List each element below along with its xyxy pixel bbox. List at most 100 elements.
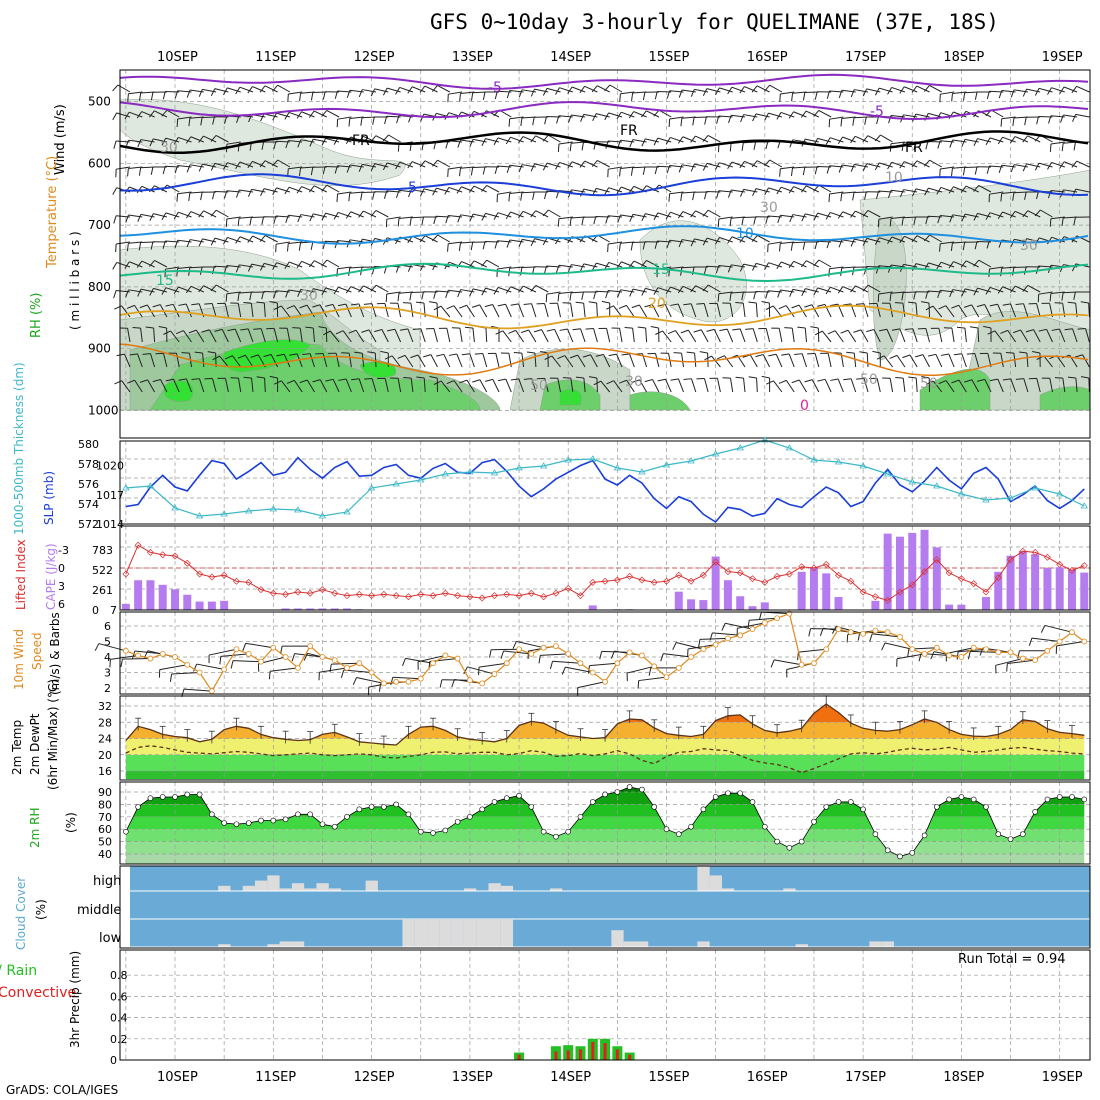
wind-barb-flag	[938, 305, 947, 310]
wind-barb-shaft	[1002, 211, 1016, 218]
wind-barb-flag	[222, 162, 228, 170]
wind-barb-flag	[678, 239, 683, 248]
wind-barb-shaft	[791, 328, 795, 343]
wind-barb-shaft	[1026, 352, 1029, 368]
lifted-index-point	[282, 590, 290, 598]
wind-barb-flag	[482, 241, 486, 250]
wind-barb-flag	[161, 287, 167, 295]
wind-barb-flag	[641, 213, 646, 222]
wind-barb-shaft	[811, 304, 820, 318]
rh2m-point	[467, 813, 473, 820]
wind-barb-flag	[778, 243, 781, 252]
wind-barb-flag	[410, 354, 419, 359]
wind-barb-flag	[456, 261, 462, 269]
wind-barb-shaft	[448, 241, 463, 245]
wind-speed-point	[233, 646, 240, 653]
wind-speed-point	[208, 688, 215, 694]
wind-barb-flag	[579, 86, 586, 94]
wind-barb-flag	[321, 287, 327, 296]
rh2m-point	[184, 791, 191, 798]
wind-barb-shaft	[1062, 378, 1066, 393]
top-day-label: 14SEP	[550, 50, 591, 65]
wind-barb-flag	[198, 285, 205, 293]
cape-bar	[158, 584, 167, 610]
wind-barb-flag	[284, 261, 290, 269]
lifted-index-point	[294, 588, 302, 596]
wind-barb-shaft	[306, 379, 315, 393]
wind-barb-shaft	[940, 241, 955, 245]
rh2m-point	[319, 821, 326, 828]
wind-barb-flag	[654, 91, 658, 100]
wind-barb-shaft	[165, 212, 180, 218]
rh2m-point	[516, 792, 522, 799]
wind-barb-shaft	[603, 354, 611, 368]
wind-barb-flag	[617, 214, 621, 223]
wind-barb-flag	[672, 642, 677, 650]
wind-barb-flag	[899, 236, 905, 244]
wind-barb-shaft	[945, 305, 955, 318]
wind-barb-flag	[235, 161, 241, 169]
wind-barb-flag	[429, 301, 438, 304]
wind-barb-flag	[174, 165, 179, 174]
top-day-label: 19SEP	[1042, 50, 1083, 65]
wind-barb-flag	[912, 188, 917, 197]
wind-barb-flag	[891, 328, 900, 331]
wind-barb-shaft	[433, 328, 438, 343]
lifted-index-point	[896, 588, 904, 596]
wind-barb-shaft	[141, 111, 155, 118]
wind-barb-flag	[469, 139, 474, 147]
wind-barb-flag	[546, 328, 555, 332]
contour-label: -5	[870, 104, 884, 120]
wind-barb-flag	[325, 378, 334, 382]
wind-barb-shaft	[731, 161, 746, 168]
wind-barb-shaft	[756, 85, 770, 93]
wind-barb-flag	[690, 285, 697, 293]
lifted-index-point	[638, 576, 646, 584]
wind-barb-shaft	[990, 109, 1004, 118]
wind-barb-flag	[729, 292, 732, 301]
lifted-index-point	[626, 572, 634, 580]
wind-barb-shaft	[127, 328, 131, 343]
lifted-index-point	[159, 551, 167, 559]
wind-barb-flag	[495, 330, 504, 335]
wind-barb-flag	[178, 378, 187, 381]
precip-convective-bar	[603, 1043, 607, 1060]
wind-barb-flag	[641, 288, 646, 296]
wind-barb-flag	[420, 113, 425, 122]
wind-barb-flag	[161, 212, 167, 221]
wind-barb-shaft	[1001, 266, 1016, 269]
wind-barb-flag	[530, 163, 536, 172]
wind-barb-flag	[1047, 162, 1052, 170]
wind-barb-shaft	[620, 241, 635, 244]
wind-barb-shaft	[128, 111, 143, 118]
wind-barb-flag	[925, 141, 929, 150]
wind-barb-flag	[138, 242, 142, 251]
cloud-bar-low	[795, 944, 808, 947]
wind-barb-shaft	[173, 379, 180, 393]
temp2m-label-a: 2m Temp	[10, 719, 24, 775]
wind-barb-flag	[728, 115, 732, 124]
wind-speed-point	[798, 661, 805, 668]
wind-barb-flag	[506, 239, 511, 248]
wind-barb-shaft	[384, 303, 389, 318]
wind-barb-flag	[395, 190, 400, 199]
wind-barb-shaft	[690, 303, 697, 318]
wind-barb-flag	[670, 378, 679, 381]
wind-barb-flag	[395, 161, 401, 170]
rh2m-point	[749, 799, 756, 805]
wind-barb-shaft	[774, 659, 802, 666]
wind-barb-shaft	[276, 187, 291, 193]
wind-barb-flag	[478, 667, 480, 676]
wind-barb-flag	[974, 166, 978, 175]
wind-barb-flag	[284, 112, 290, 120]
wind-barb-shaft	[744, 235, 758, 243]
wind-barb-shaft	[948, 353, 955, 368]
cape-bar	[822, 573, 831, 610]
wind-barb-flag	[272, 84, 279, 92]
wind-barb-flag	[260, 188, 265, 197]
wind-barb-flag	[1059, 86, 1065, 94]
contour-label: 30	[160, 140, 178, 156]
wind-barb-flag	[1025, 329, 1034, 333]
cape-bar	[994, 571, 1003, 610]
wind-barb-flag	[967, 651, 971, 660]
